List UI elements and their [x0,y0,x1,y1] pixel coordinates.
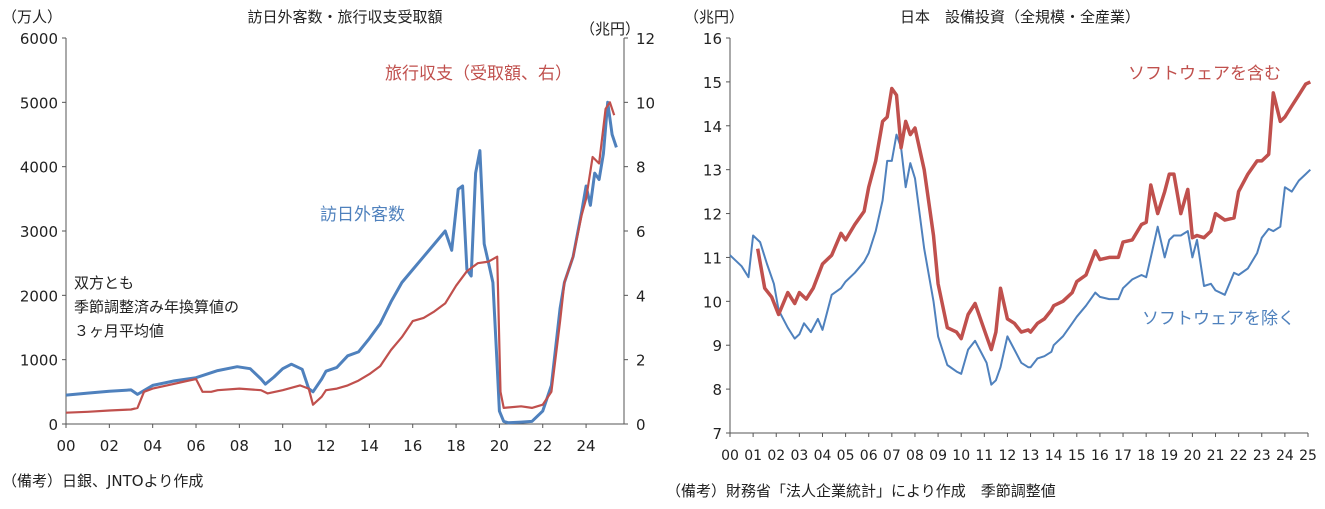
right-y-tick-label: 0 [636,416,646,434]
left-x-tick-label: 16 [403,437,422,455]
with-software-line [755,80,1312,352]
capex-x-tick-label: 18 [1137,448,1155,464]
capex-y-tick-label: 12 [703,206,722,224]
capex-y-tick-label: 11 [703,249,722,267]
capex-x-tick-label: 09 [929,448,947,464]
capex-y-tick-label: 7 [712,425,722,443]
capex-x-tick-label: 11 [975,448,993,464]
capex-y-tick-label: 13 [703,162,722,180]
left-y-axis-unit: （万人） [2,8,62,26]
capex-y-tick-label: 10 [703,293,722,311]
capex-x-tick-label: 08 [906,448,924,464]
without-software-label: ソフトウェアを除く [1142,309,1295,329]
right-y-tick-label: 2 [636,352,646,370]
capex-x-tick-label: 04 [814,448,832,464]
left-chart-title: 訪日外客数・旅行収支受取額 [247,8,442,26]
left-source-note: （備考）日銀、JNTOより作成 [2,472,203,490]
capex-x-tick-label: 05 [837,448,855,464]
capex-y-tick-label: 16 [703,30,722,48]
right-y-tick-label: 6 [636,223,646,241]
capex-x-tick-label: 13 [1022,448,1040,464]
note-line-1: 双方とも [74,274,134,292]
left-y-tick-label: 6000 [20,30,58,48]
left-x-tick-label: 24 [577,437,596,455]
left-y-tick-label: 1000 [20,352,58,370]
capex-y-tick-label: 8 [712,381,722,399]
right-chart-title: 日本 設備投資（全規模・全産業） [900,8,1140,26]
capex-x-tick-label: 03 [790,448,808,464]
capex-y-axis-unit: （兆円） [684,8,744,26]
capex-y-tick-label: 15 [703,74,722,92]
left-x-tick-label: 06 [186,437,205,455]
capex-x-tick-label: 20 [1183,448,1201,464]
left-x-tick-label: 08 [230,437,249,455]
capex-x-tick-label: 14 [1045,448,1063,464]
left-x-tick-label: 18 [447,437,466,455]
capex-x-tick-label: 24 [1276,448,1294,464]
capex-x-tick-label: 06 [860,448,878,464]
left-y-tick-label: 3000 [20,223,58,241]
left-y-tick-label: 2000 [20,287,58,305]
capex-y-tick-label: 14 [703,118,722,136]
chart-capex: 日本 設備投資（全規模・全産業） （兆円） 78910111213141516 … [666,8,1317,500]
left-x-tick-label: 14 [360,437,379,455]
right-y-tick-label: 4 [636,287,646,305]
capex-x-tick-label: 16 [1091,448,1109,464]
left-x-tick-label: 22 [533,437,552,455]
capex-x-tick-label: 17 [1114,448,1132,464]
travel-series-label: 旅行収支（受取額、右） [385,64,572,84]
left-x-tick-label: 02 [100,437,119,455]
capex-x-tick-label: 25 [1299,448,1317,464]
right-y-tick-label: 12 [636,30,655,48]
left-y-tick-label: 5000 [20,94,58,112]
capex-x-tick-label: 01 [744,448,762,464]
chart-visitors-travel: 訪日外客数・旅行収支受取額 （万人） （兆円） 0100020003000400… [2,8,655,490]
without-software-line [729,133,1311,386]
visitors-series-line [65,100,618,425]
right-source-note: （備考）財務省「法人企業統計」により作成 季節調整値 [666,482,1056,500]
capex-x-tick-label: 15 [1068,448,1086,464]
right-y-axis-unit: （兆円） [580,20,640,38]
capex-x-tick-label: 19 [1160,448,1178,464]
note-line-2: 季節調整済み年換算値の [74,298,239,316]
capex-x-tick-label: 07 [883,448,901,464]
left-x-tick-label: 04 [143,437,162,455]
travel-series-line [65,101,616,414]
left-x-tick-label: 10 [273,437,292,455]
note-line-3: ３ヶ月平均値 [74,322,164,340]
left-x-tick-label: 00 [56,437,75,455]
right-y-tick-label: 8 [636,159,646,177]
capex-y-tick-label: 9 [712,337,722,355]
capex-x-tick-label: 02 [767,448,785,464]
capex-x-tick-label: 10 [952,448,970,464]
left-y-tick-label: 4000 [20,159,58,177]
with-software-label: ソフトウェアを含む [1128,64,1281,84]
left-x-tick-label: 20 [490,437,509,455]
capex-x-tick-label: 23 [1253,448,1271,464]
right-y-tick-label: 10 [636,94,655,112]
visitors-series-label: 訪日外客数 [320,205,405,225]
capex-x-tick-label: 12 [999,448,1017,464]
capex-x-tick-label: 21 [1207,448,1225,464]
left-y-tick-label: 0 [48,416,58,434]
left-x-tick-label: 12 [316,437,335,455]
capex-x-tick-label: 00 [721,448,739,464]
capex-x-tick-label: 22 [1230,448,1248,464]
